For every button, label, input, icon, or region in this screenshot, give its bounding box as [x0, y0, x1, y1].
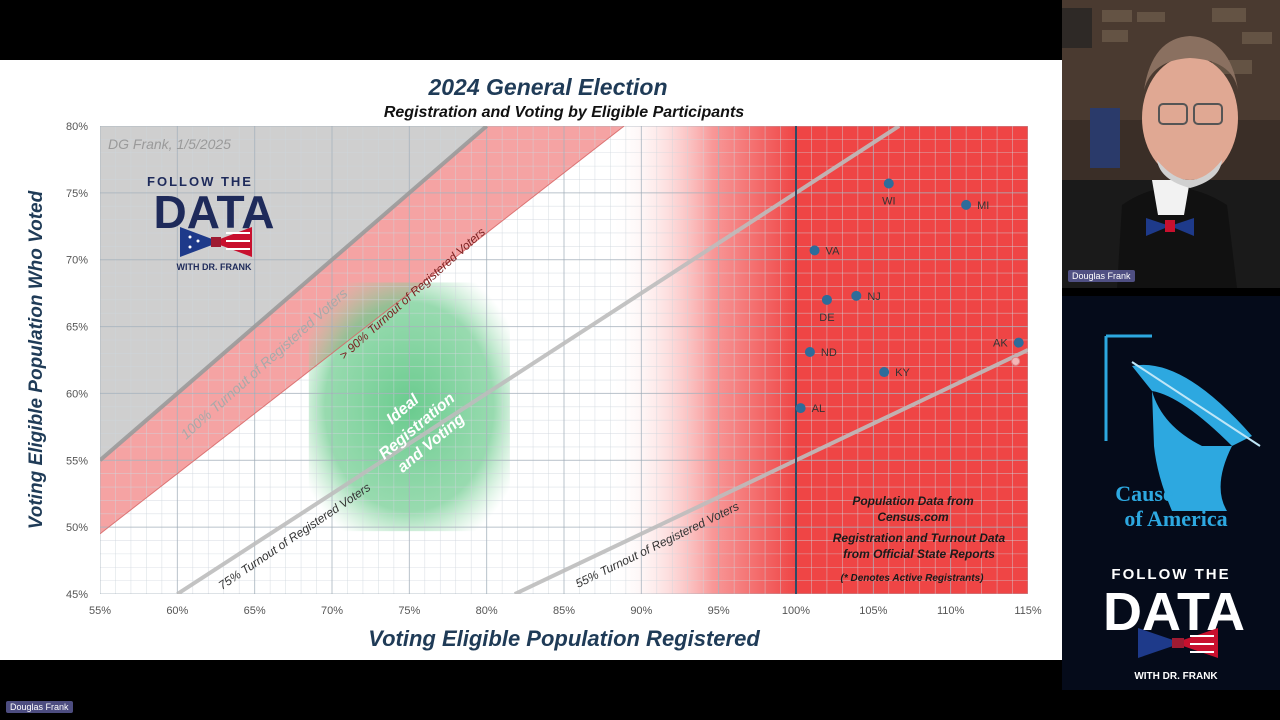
y-tick-label: 65%: [66, 322, 88, 334]
note-line-2: Census.com: [877, 510, 949, 524]
note-line-3: Registration and Turnout Data: [833, 531, 1006, 545]
side-logo-line-1: FOLLOW THE: [1111, 566, 1230, 583]
x-tick-label: 110%: [937, 605, 965, 617]
logo-line-3: WITH DR. FRANK: [177, 262, 252, 272]
x-tick-label: 75%: [398, 605, 420, 617]
brand-artwork: Cause of America FOLLOW THE DATA WITH DR…: [1062, 296, 1280, 690]
webcam-name-tag: Douglas Frank: [1068, 270, 1135, 282]
x-axis-label: Voting Eligible Population Registered: [368, 626, 760, 651]
y-tick-label: 50%: [66, 522, 88, 534]
source-notes: Population Data from Census.com Registra…: [833, 494, 1006, 584]
presenter-name-tag: Douglas Frank: [6, 701, 73, 713]
y-tick-label: 75%: [66, 188, 88, 200]
x-tick-label: 95%: [708, 605, 730, 617]
turnout-line-100: [100, 126, 488, 462]
point-label-nd: ND: [821, 347, 837, 359]
y-tick-label: 70%: [66, 255, 88, 267]
scatter-chart: 100% Turnout of Registered Voters > 90% …: [26, 74, 1042, 651]
point-label-ak: AK: [993, 338, 1008, 350]
note-line-1: Population Data from: [852, 494, 974, 508]
point-label-al: AL: [812, 403, 825, 415]
point-label-ky: KY: [895, 367, 910, 379]
point-de: [821, 294, 832, 305]
point-ky: [879, 367, 890, 378]
logo-line-2: DATA: [154, 186, 275, 238]
x-tick-label: 105%: [859, 605, 887, 617]
chart-credit: DG Frank, 1/5/2025: [108, 136, 231, 152]
major-gridlines: [100, 126, 1028, 594]
chart-title: 2024 General Election: [427, 74, 667, 100]
logo-line-1: FOLLOW THE: [147, 174, 253, 189]
side-logo-line-2: DATA: [1103, 582, 1245, 642]
chart-slide: 100% Turnout of Registered Voters > 90% …: [0, 60, 1062, 660]
follow-the-data-logo: FOLLOW THE DATA WITH DR. FRANK: [147, 174, 274, 272]
point-label-mi: MI: [977, 200, 989, 212]
side-logo-line-3: WITH DR. FRANK: [1134, 671, 1218, 682]
turnout-line-55: [513, 348, 1028, 594]
bowtie-icon: [180, 227, 252, 257]
x-tick-label: 60%: [166, 605, 188, 617]
x-axis-ticks: 55% 60% 65% 70% 75% 80% 85% 90% 95% 100% 105% 110% 1…: [89, 605, 1042, 617]
note-line-5: (* Denotes Active Registrants): [841, 573, 985, 584]
turnout-line-75: [176, 126, 901, 594]
y-tick-label: 60%: [66, 388, 88, 400]
point-label-de: DE: [819, 312, 834, 324]
point-label-wi: WI: [882, 195, 895, 207]
point-label-nj: NJ: [867, 291, 880, 303]
cause-line-2: of America: [1124, 506, 1227, 531]
y-tick-label: 55%: [66, 455, 88, 467]
chart-subtitle: Registration and Voting by Eligible Part…: [384, 104, 744, 121]
over-registration-region: [796, 126, 1028, 594]
point-ak: [1013, 337, 1024, 348]
x-tick-label: 80%: [476, 605, 498, 617]
data-points: WI MI VA DE NJ AK ND KY AL: [795, 178, 1024, 415]
side-bowtie-icon: [1138, 628, 1218, 658]
x-tick-label: 55%: [89, 605, 111, 617]
y-axis-ticks: 45% 50% 55% 60% 65% 70% 75% 80%: [66, 121, 88, 601]
note-line-4: from Official State Reports: [843, 547, 995, 561]
point-al: [795, 403, 806, 414]
y-axis-label: Voting Eligible Population Who Voted: [26, 190, 47, 529]
y-tick-label: 45%: [66, 589, 88, 601]
quill-hand-icon: [1104, 334, 1261, 511]
point-va: [809, 245, 820, 256]
x-tick-label: 65%: [244, 605, 266, 617]
cause-line-1: Cause: [1115, 481, 1173, 506]
x-tick-label: 70%: [321, 605, 343, 617]
x-tick-label: 100%: [782, 605, 810, 617]
brand-panel: Cause of America FOLLOW THE DATA WITH DR…: [1062, 296, 1280, 690]
x-tick-label: 115%: [1014, 605, 1042, 617]
point-wi: [883, 178, 894, 189]
y-tick-label: 80%: [66, 121, 88, 133]
x-tick-label: 85%: [553, 605, 575, 617]
marked-point: [1011, 356, 1021, 366]
presenter-video: [1062, 0, 1280, 288]
webcam-feed: Douglas Frank: [1062, 0, 1280, 288]
point-nj: [851, 290, 862, 301]
point-label-va: VA: [826, 245, 841, 257]
point-nd: [804, 346, 815, 357]
turnout-line-90: [100, 126, 625, 535]
x-tick-label: 90%: [630, 605, 652, 617]
point-mi: [961, 199, 972, 210]
turnout-lines: [100, 126, 1028, 594]
